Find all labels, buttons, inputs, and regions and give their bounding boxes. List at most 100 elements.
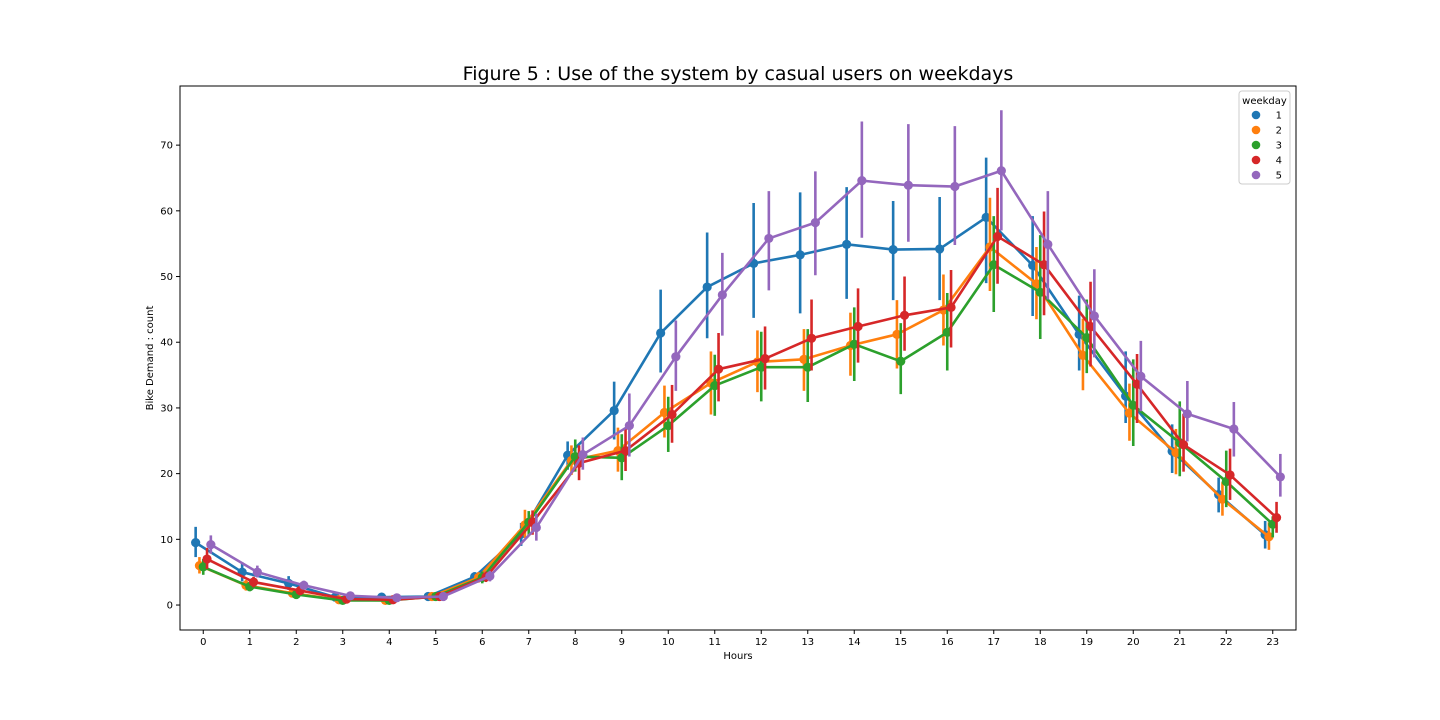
x-tick-label: 18 [1034, 637, 1047, 648]
data-point [806, 333, 817, 343]
data-point [392, 593, 402, 603]
data-point [799, 354, 809, 364]
x-tick-label: 15 [894, 637, 907, 648]
series-line [210, 169, 1282, 600]
x-tick-label: 13 [801, 637, 814, 648]
data-point [803, 362, 813, 372]
data-point [206, 539, 216, 550]
data-point [946, 302, 956, 313]
legend-marker [1251, 170, 1261, 180]
legend: weekday 1 2 3 4 5 [1238, 90, 1291, 185]
data-point [485, 571, 495, 581]
x-tick-label: 7 [526, 637, 532, 648]
x-tick-label: 23 [1266, 637, 1279, 648]
data-point [899, 310, 910, 320]
data-point [578, 449, 588, 460]
data-point [702, 282, 712, 292]
x-tick-label: 1 [247, 637, 253, 648]
plot-area [180, 86, 1296, 630]
legend-title: weekday [1242, 96, 1287, 107]
x-tick-label: 12 [755, 637, 768, 648]
legend-label: 2 [1276, 126, 1282, 137]
x-tick-label: 14 [848, 637, 861, 648]
legend-marker [1251, 110, 1261, 120]
data-point [299, 580, 309, 590]
x-tick-label: 11 [708, 637, 721, 648]
legend-item-5: 5 [1251, 170, 1282, 182]
data-point [849, 339, 859, 349]
data-point [1078, 350, 1088, 360]
legend-label: 3 [1276, 141, 1282, 152]
legend-item-3: 3 [1251, 141, 1282, 152]
data-point [935, 244, 945, 254]
data-point [656, 328, 666, 338]
data-point [1132, 379, 1142, 389]
y-tick-label: 30 [160, 403, 173, 414]
x-tick-label: 20 [1127, 637, 1140, 648]
y-tick-label: 0 [167, 601, 173, 612]
data-point [1178, 440, 1189, 450]
data-point [1039, 260, 1049, 270]
data-point [1229, 424, 1239, 434]
data-point [842, 239, 852, 249]
data-point [1275, 472, 1285, 482]
x-tick-label: 5 [433, 637, 439, 648]
x-tick-label: 9 [619, 637, 625, 648]
data-point [345, 591, 355, 601]
data-point [981, 212, 991, 223]
x-tick-label: 4 [386, 637, 392, 648]
series-layer [191, 110, 1285, 606]
data-point [892, 329, 902, 339]
data-point [531, 522, 541, 533]
data-point [1085, 321, 1096, 332]
data-point [671, 352, 681, 362]
y-tick-label: 60 [160, 206, 173, 217]
data-point [202, 554, 212, 564]
legend-label: 5 [1276, 171, 1282, 182]
legend-frame [1238, 90, 1291, 185]
data-point [1128, 400, 1138, 410]
data-point [756, 362, 766, 372]
data-point [659, 407, 670, 418]
data-point [663, 421, 673, 431]
series-5 [206, 110, 1285, 603]
x-axis: 0 1 2 3 4 5 6 7 8 9 10 11 12 13 14 15 16 17 18 19 20 21 22 23 [200, 630, 1279, 648]
legend-item-2: 2 [1251, 125, 1282, 137]
x-tick-label: 22 [1220, 637, 1233, 648]
data-point [903, 180, 913, 190]
x-tick-label: 8 [572, 637, 578, 648]
data-point [989, 260, 999, 270]
legend-item-4: 4 [1251, 155, 1282, 167]
series-4 [202, 187, 1282, 605]
data-point [1271, 513, 1282, 523]
legend-marker [1251, 125, 1261, 135]
data-point [1264, 532, 1274, 542]
plot-frame [179, 85, 1297, 631]
data-point [198, 562, 208, 572]
data-point [1217, 494, 1228, 504]
data-point [1182, 409, 1192, 419]
data-point [1136, 371, 1146, 381]
data-point [888, 244, 898, 255]
y-tick-label: 20 [160, 469, 173, 480]
x-tick-label: 19 [1080, 637, 1093, 648]
data-point [992, 231, 1003, 242]
data-point [950, 181, 960, 192]
data-point [853, 321, 863, 332]
data-point [1035, 287, 1045, 297]
data-point [942, 327, 952, 337]
x-tick-label: 0 [200, 637, 206, 648]
legend-marker [1251, 155, 1261, 165]
x-tick-label: 16 [941, 637, 954, 648]
data-point [710, 380, 720, 391]
y-tick-label: 70 [160, 141, 173, 152]
data-point [1043, 239, 1053, 249]
data-point [1225, 470, 1235, 480]
y-tick-label: 10 [160, 535, 173, 546]
data-point [667, 409, 677, 420]
data-point [617, 453, 627, 463]
data-point [609, 405, 619, 416]
series-line [206, 235, 1278, 602]
data-point [1082, 333, 1092, 343]
